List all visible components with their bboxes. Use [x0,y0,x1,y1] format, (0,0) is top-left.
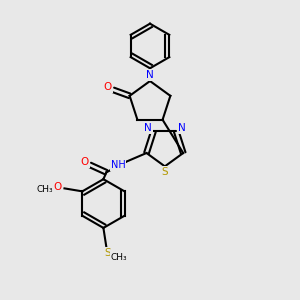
Text: CH₃: CH₃ [111,253,127,262]
Text: S: S [105,248,111,258]
Text: CH₃: CH₃ [37,185,53,194]
Text: S: S [161,167,168,177]
Text: N: N [144,123,152,134]
Text: NH: NH [111,160,126,170]
Text: O: O [81,157,89,167]
Text: O: O [104,82,112,92]
Text: N: N [146,70,154,80]
Text: O: O [54,182,62,192]
Text: N: N [178,123,185,134]
